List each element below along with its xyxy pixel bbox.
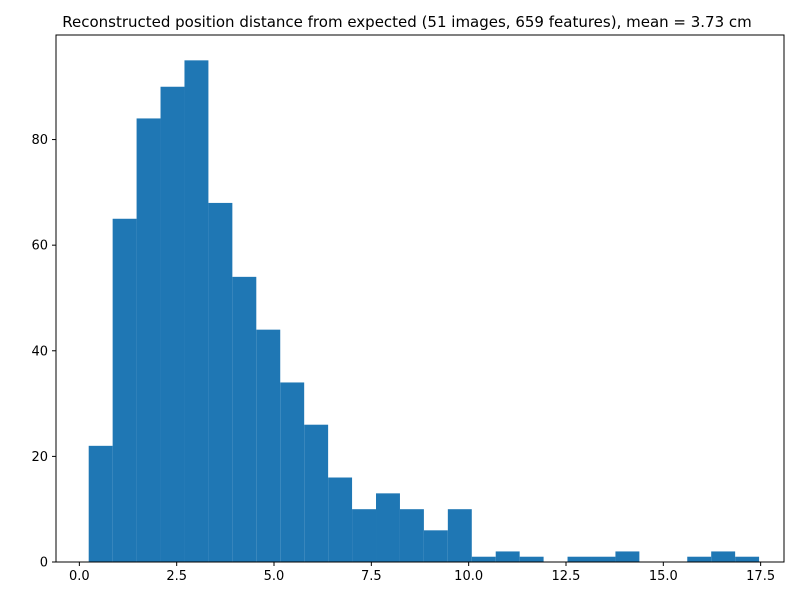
histogram-bar bbox=[471, 556, 496, 562]
x-tick-label: 12.5 bbox=[552, 569, 581, 584]
histogram-bar bbox=[591, 556, 616, 562]
histogram-bar bbox=[256, 329, 281, 562]
chart-title: Reconstructed position distance from exp… bbox=[62, 13, 752, 31]
histogram-bar bbox=[423, 530, 448, 562]
histogram-bar bbox=[232, 276, 257, 562]
histogram-bar bbox=[399, 509, 424, 562]
y-tick-label: 80 bbox=[31, 133, 48, 148]
histogram-bar bbox=[447, 509, 472, 562]
x-tick-label: 17.5 bbox=[746, 569, 775, 584]
x-tick-label: 10.0 bbox=[454, 569, 483, 584]
x-tick-label: 15.0 bbox=[649, 569, 678, 584]
histogram-bar bbox=[352, 509, 377, 562]
histogram-bar bbox=[519, 556, 544, 562]
x-tick-label: 7.5 bbox=[361, 569, 382, 584]
histogram-bar bbox=[280, 382, 305, 562]
histogram-bar bbox=[711, 551, 736, 562]
histogram-bar bbox=[687, 556, 712, 562]
histogram-bar bbox=[567, 556, 592, 562]
x-tick-label: 5.0 bbox=[264, 569, 285, 584]
x-tick-label: 2.5 bbox=[166, 569, 187, 584]
histogram-bar bbox=[495, 551, 520, 562]
histogram-bar bbox=[208, 202, 233, 562]
histogram-bar bbox=[184, 60, 209, 563]
y-axis: 0 20 40 60 80 bbox=[31, 133, 56, 571]
y-tick-label: 20 bbox=[31, 450, 48, 465]
y-tick-label: 0 bbox=[40, 556, 48, 571]
bars-group bbox=[88, 60, 760, 563]
histogram-bar bbox=[160, 86, 185, 562]
histogram-bar bbox=[328, 477, 353, 562]
histogram-bar bbox=[304, 424, 329, 562]
y-tick-label: 40 bbox=[31, 344, 48, 359]
axes-frame bbox=[55, 34, 785, 563]
y-tick-label: 60 bbox=[31, 239, 48, 254]
histogram-bar bbox=[88, 445, 113, 562]
x-tick-label: 0.0 bbox=[69, 569, 90, 584]
histogram-bar bbox=[376, 493, 400, 562]
histogram-bar bbox=[112, 218, 137, 562]
x-axis: 0.0 2.5 5.0 7.5 10.0 12.5 15.0 17.5 bbox=[69, 562, 775, 584]
histogram-bar bbox=[136, 118, 161, 563]
histogram-bar bbox=[615, 551, 640, 562]
histogram-bar bbox=[735, 556, 760, 562]
